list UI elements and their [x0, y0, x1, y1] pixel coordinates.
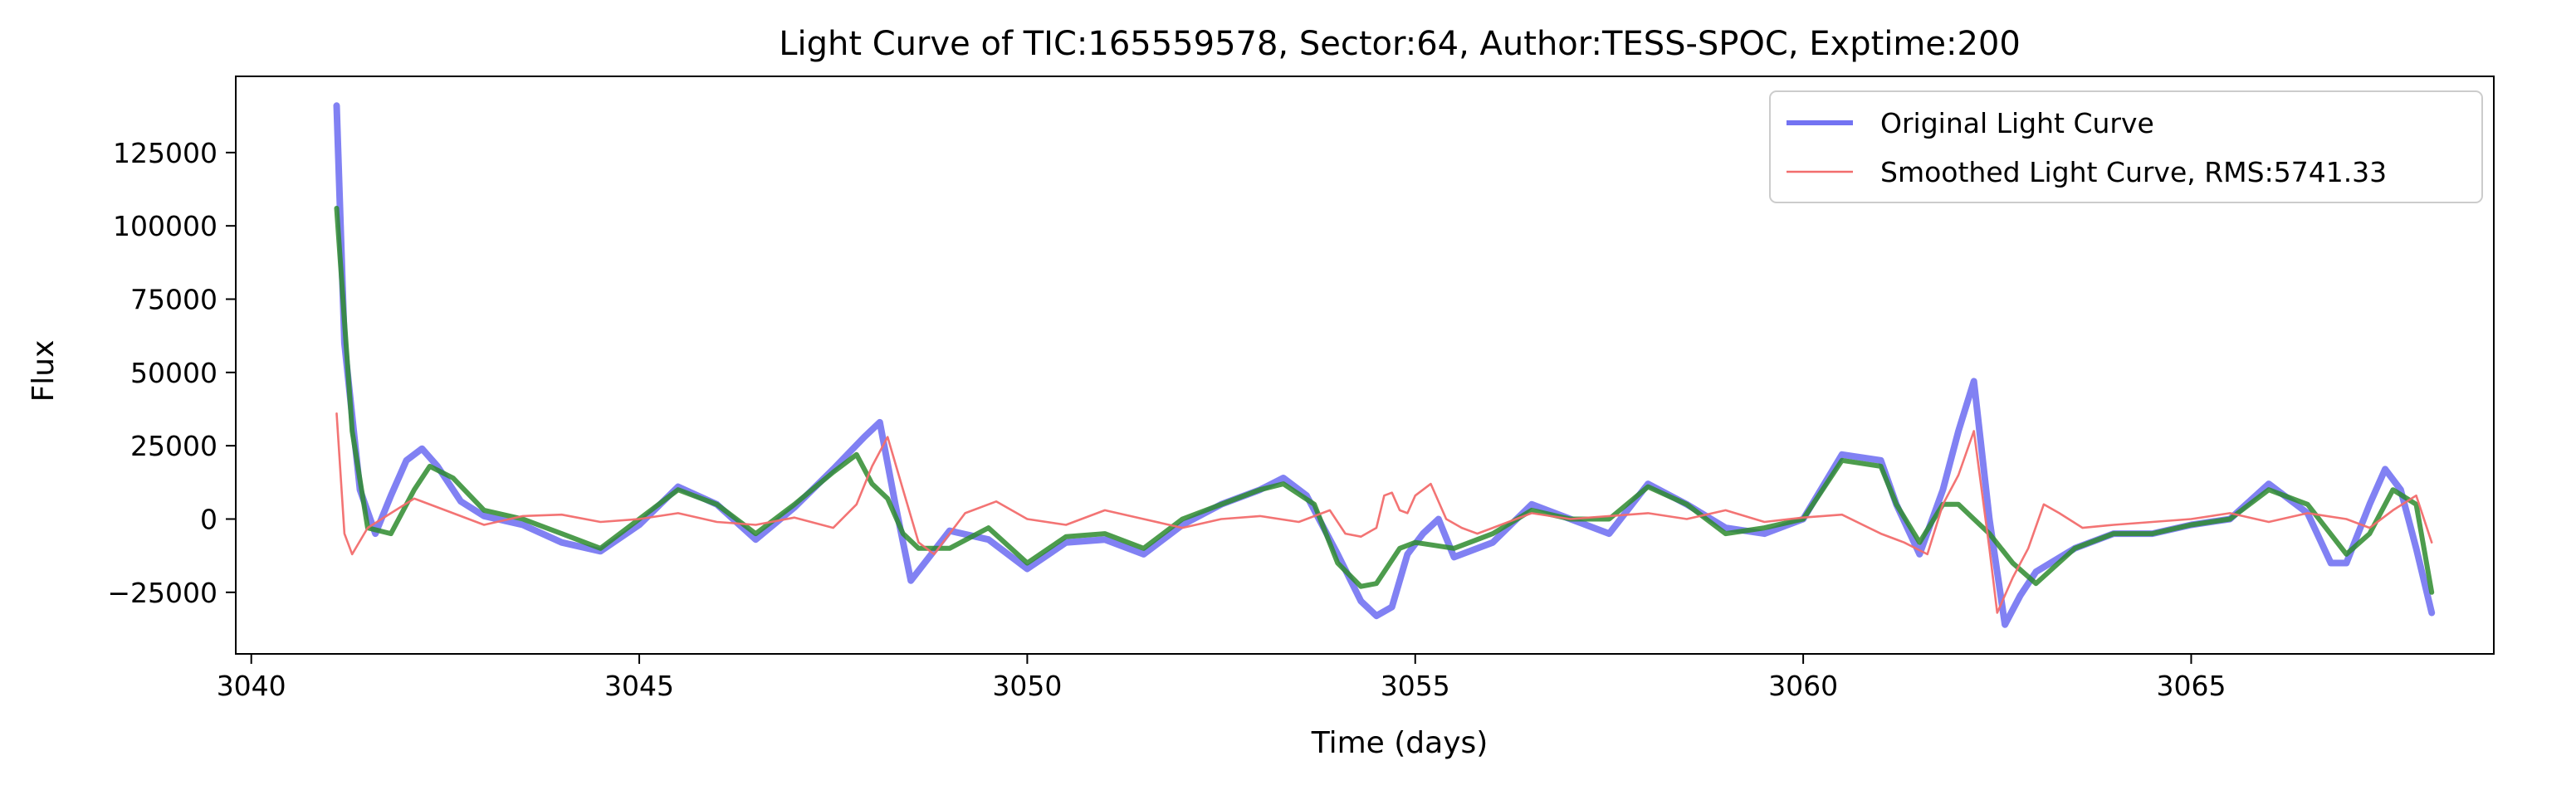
x-axis-label: Time (days)	[1311, 726, 1488, 760]
x-tick-label: 3040	[217, 670, 286, 702]
series-layer	[333, 102, 2436, 628]
x-tick-label: 3045	[604, 670, 674, 702]
x-tick-label: 3050	[992, 670, 1062, 702]
y-tick-label: −25000	[107, 577, 218, 609]
y-tick-label: 75000	[130, 284, 218, 316]
plot-frame	[235, 76, 2495, 655]
y-tick-label: 0	[200, 503, 218, 535]
legend-label-original: Original Light Curve	[1880, 107, 2154, 139]
x-tick-label: 3060	[1768, 670, 1838, 702]
x-tick-label: 3065	[2156, 670, 2226, 702]
legend: Original Light Curve Smoothed Light Curv…	[1769, 90, 2483, 203]
y-axis-label: Flux	[27, 340, 61, 402]
series-smoothed-line	[335, 412, 2433, 614]
legend-label-smoothed: Smoothed Light Curve, RMS:5741.33	[1880, 156, 2387, 188]
axis-ticks: 3040 3045 3050 3055 3060 3065 −25000 0 25000 5000…	[107, 137, 2226, 702]
x-tick-label: 3055	[1381, 670, 1450, 702]
y-tick-label: 100000	[113, 210, 218, 242]
y-tick-label: 125000	[113, 137, 218, 169]
series-fit-line	[334, 206, 2435, 595]
y-tick-label: 50000	[130, 357, 218, 389]
legend-box	[1769, 90, 2483, 203]
y-tick-label: 25000	[130, 430, 218, 462]
chart-title: Light Curve of TIC:165559578, Sector:64,…	[779, 25, 2021, 63]
